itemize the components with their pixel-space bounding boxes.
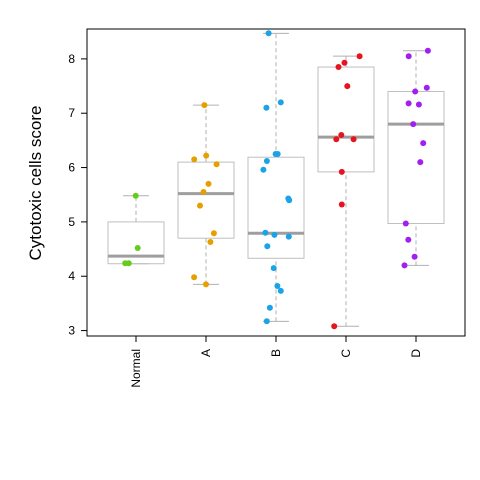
y-tick-label: 6 xyxy=(68,161,75,175)
data-point xyxy=(200,189,207,195)
data-point xyxy=(338,201,345,208)
data-point xyxy=(274,283,281,289)
data-point xyxy=(210,230,217,237)
data-point xyxy=(402,220,409,227)
data-point xyxy=(338,168,345,175)
box xyxy=(387,90,445,225)
x-tick-label: A xyxy=(199,349,213,357)
data-point xyxy=(272,151,279,157)
data-point xyxy=(405,236,412,243)
data-point xyxy=(262,229,269,236)
data-point xyxy=(333,136,340,143)
data-point xyxy=(270,265,277,272)
data-point xyxy=(213,161,220,168)
x-tick-label: B xyxy=(269,349,283,357)
data-point xyxy=(356,53,363,60)
data-point xyxy=(125,260,132,267)
data-point xyxy=(134,245,141,251)
data-point xyxy=(410,121,417,128)
plot-area: 3 4 5 6 7 8 Normal A B C D xyxy=(68,28,466,388)
data-point xyxy=(277,99,284,106)
data-point xyxy=(207,239,214,245)
data-point xyxy=(277,287,284,294)
data-point xyxy=(423,84,430,91)
data-point xyxy=(341,59,348,66)
data-point xyxy=(132,192,139,199)
y-tick-label: 7 xyxy=(68,106,75,120)
data-point xyxy=(412,88,419,95)
data-point xyxy=(338,132,345,138)
data-point xyxy=(203,281,209,288)
data-point xyxy=(331,323,338,330)
y-tick-label: 3 xyxy=(68,324,75,338)
data-point xyxy=(260,166,267,173)
data-point xyxy=(417,159,424,166)
data-point xyxy=(205,180,212,187)
data-point xyxy=(286,197,293,204)
data-point xyxy=(263,104,270,111)
data-point xyxy=(264,243,271,250)
data-point xyxy=(263,158,270,164)
box xyxy=(317,66,375,173)
x-tick-label: D xyxy=(409,349,423,358)
data-point xyxy=(197,202,203,209)
data-point xyxy=(411,253,418,260)
data-point xyxy=(203,152,210,159)
data-point xyxy=(266,304,273,311)
data-point xyxy=(263,318,270,325)
data-point xyxy=(405,53,412,60)
data-point xyxy=(350,136,357,143)
data-point xyxy=(191,274,198,281)
x-tick-label: C xyxy=(339,349,353,358)
data-point xyxy=(201,102,208,109)
data-point xyxy=(285,233,292,240)
y-tick-label: 8 xyxy=(68,52,75,66)
data-point xyxy=(415,101,422,108)
data-point xyxy=(344,83,351,90)
box xyxy=(247,156,305,259)
box xyxy=(177,161,235,239)
y-tick-label: 4 xyxy=(68,269,75,283)
data-point xyxy=(265,30,272,37)
data-point xyxy=(271,231,278,238)
y-axis-label: Cytotoxic cells score xyxy=(26,106,45,261)
y-tick-label: 5 xyxy=(68,215,75,229)
data-point xyxy=(420,140,427,147)
data-point xyxy=(424,47,431,54)
data-point xyxy=(401,262,408,269)
data-point xyxy=(405,100,412,107)
data-point xyxy=(335,64,342,70)
data-point xyxy=(191,156,198,163)
box xyxy=(107,221,165,265)
x-tick-label: Normal xyxy=(129,349,143,388)
